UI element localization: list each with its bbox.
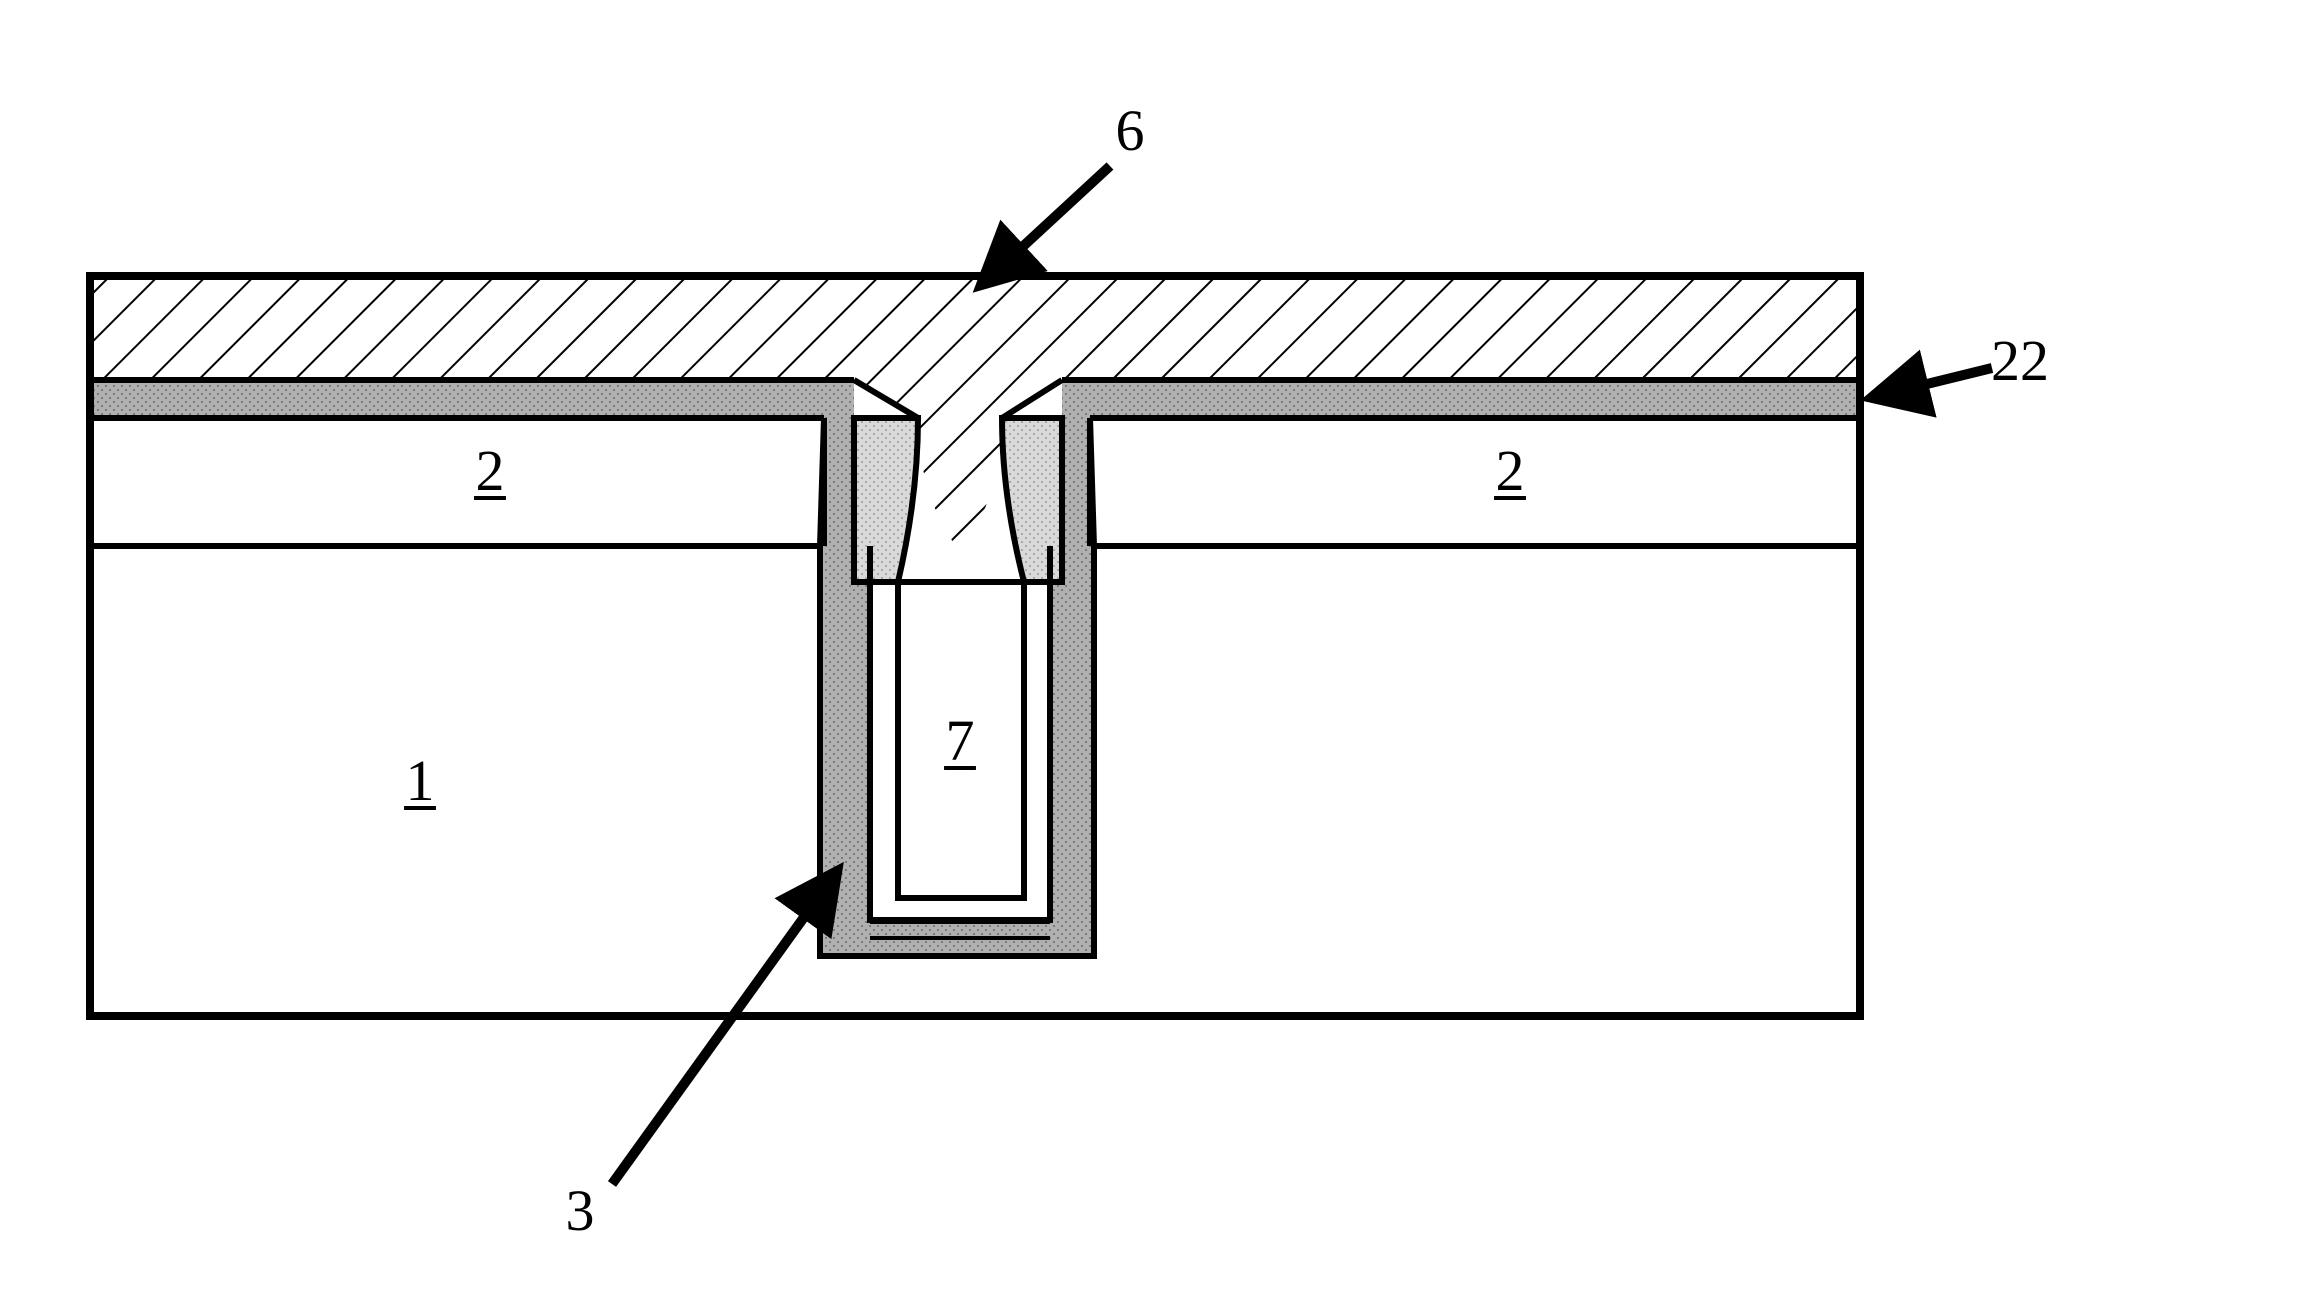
liner-upper-right <box>1062 418 1090 546</box>
liner-upper-left <box>824 418 854 546</box>
layer-22-right <box>1062 380 1860 418</box>
label-l2a: 2 <box>476 438 505 503</box>
label-l1: 1 <box>406 748 435 813</box>
region-2-right <box>1090 418 1860 546</box>
label-l7: 7 <box>946 708 975 773</box>
arrow-22 <box>1870 368 1992 398</box>
label-l22: 22 <box>1991 328 2049 393</box>
label-l6: 6 <box>1116 98 1145 163</box>
layer-22-left <box>90 380 854 418</box>
label-l3: 3 <box>566 1178 595 1243</box>
layer-6-slab <box>90 276 1860 380</box>
label-l2b: 2 <box>1496 438 1525 503</box>
arrow-6 <box>980 166 1110 286</box>
fills <box>90 276 1860 1016</box>
region-2-left <box>90 418 824 546</box>
